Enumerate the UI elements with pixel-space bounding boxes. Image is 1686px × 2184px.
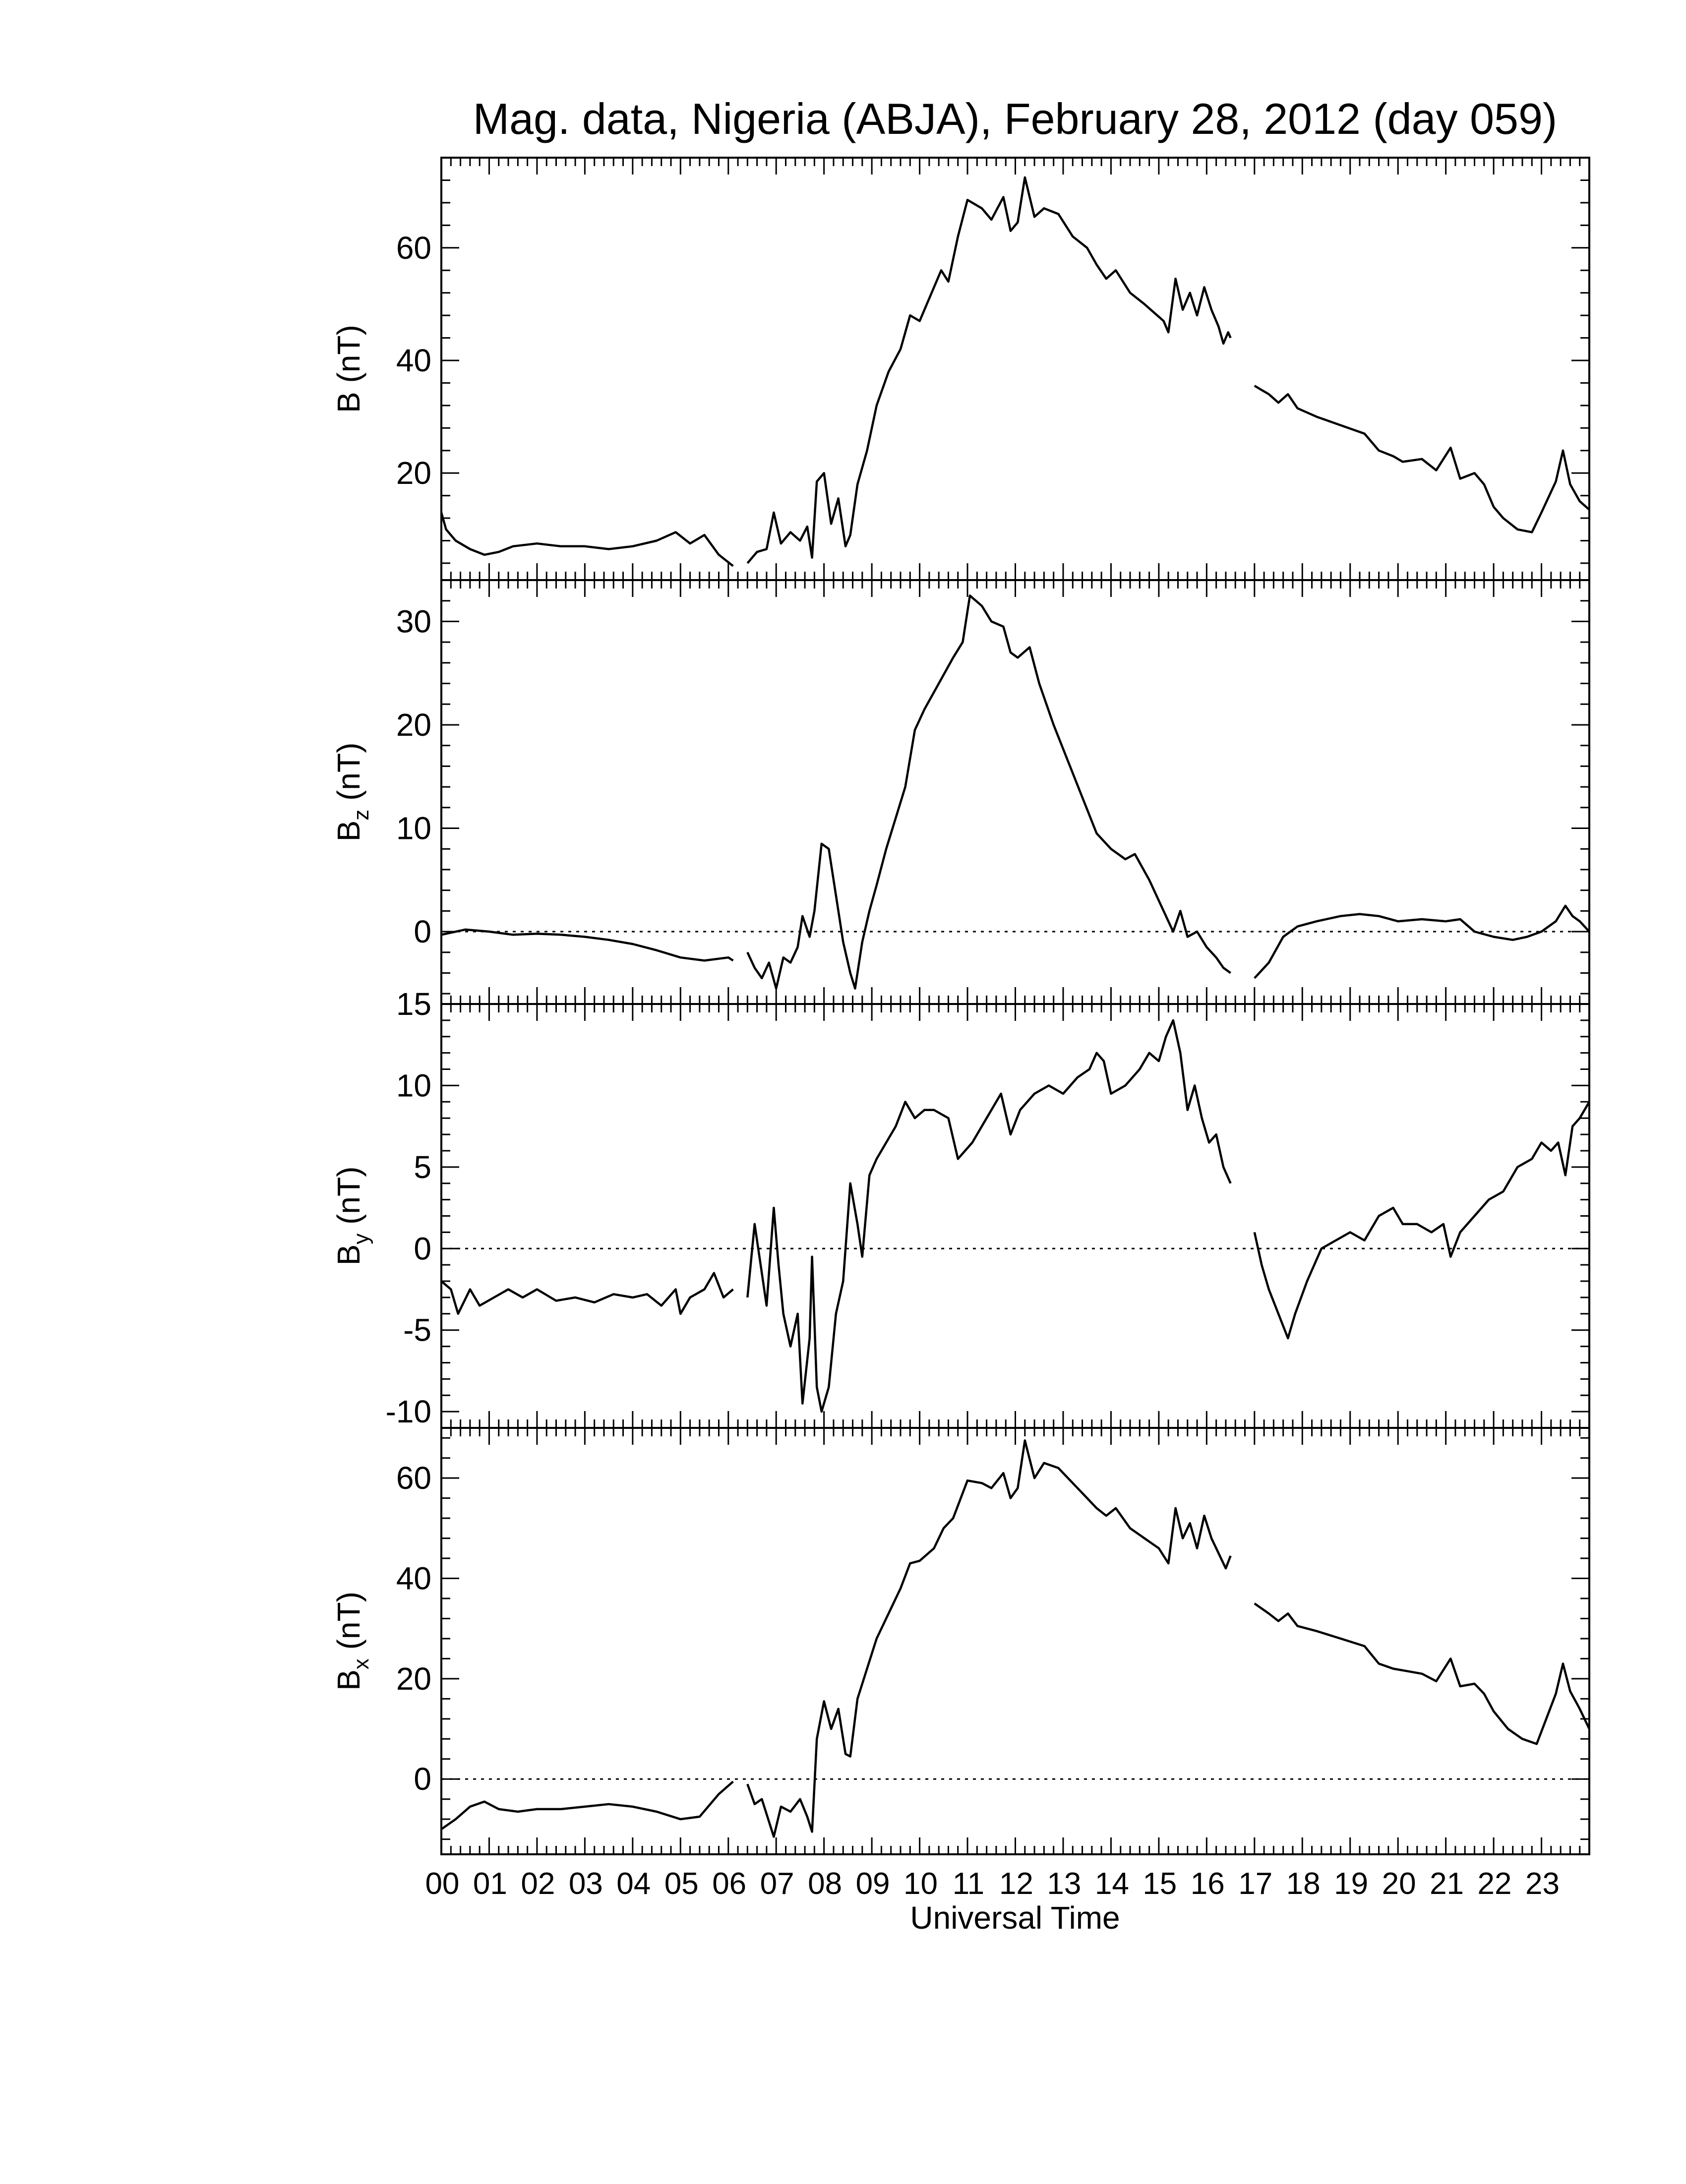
y-tick-label: 20 <box>396 455 431 491</box>
x-tick-label: 00 <box>425 1867 459 1901</box>
x-tick-label: 03 <box>569 1867 603 1901</box>
series-line-segment <box>1254 385 1590 533</box>
y-tick-label: 15 <box>396 986 431 1022</box>
series-line-segment <box>746 1439 1232 1838</box>
x-tick-label: 22 <box>1478 1867 1512 1901</box>
x-tick-label: 21 <box>1430 1867 1464 1901</box>
x-tick-label: 09 <box>856 1867 890 1901</box>
x-tick-label: 02 <box>521 1867 555 1901</box>
y-tick-label: -10 <box>386 1394 432 1429</box>
y-tick-label: 0 <box>414 914 431 949</box>
series-line-segment <box>440 1272 734 1315</box>
y-tick-label: 30 <box>396 603 431 639</box>
y-tick-label: 60 <box>396 1460 431 1496</box>
series-line-segment <box>746 176 1232 564</box>
y-tick-label: -5 <box>403 1312 431 1348</box>
x-tick-label: 04 <box>616 1867 651 1901</box>
x-tick-label: 12 <box>999 1867 1033 1901</box>
y-axis-label-unit: (nT) <box>331 1167 366 1234</box>
panel-frame <box>440 157 1590 581</box>
x-tick-label: 06 <box>712 1867 746 1901</box>
y-tick-label: 40 <box>396 343 431 378</box>
y-tick-label: 0 <box>414 1761 431 1797</box>
y-axis-label-main: B <box>331 821 366 842</box>
series-line-segment <box>1254 904 1590 979</box>
x-tick-label: 07 <box>760 1867 794 1901</box>
x-tick-label: 14 <box>1095 1867 1129 1901</box>
series-line-segment <box>441 928 734 962</box>
y-axis-label-main: B <box>331 392 366 413</box>
y-tick-label: 10 <box>396 1067 431 1103</box>
x-tick-label: 01 <box>473 1867 507 1901</box>
series-line-segment <box>746 1019 1232 1413</box>
series-line-segment <box>440 1780 734 1830</box>
x-tick-label: 08 <box>808 1867 842 1901</box>
y-tick-label: 20 <box>396 1661 431 1697</box>
x-tick-label: 16 <box>1191 1867 1225 1901</box>
y-tick-label: 0 <box>414 1231 431 1266</box>
y-tick-label: 10 <box>396 810 431 846</box>
y-axis-label-main: B <box>331 1244 366 1266</box>
y-axis-label-unit: (nT) <box>331 1592 366 1658</box>
x-tick-label: 10 <box>903 1867 938 1901</box>
y-axis-label: Bx (nT) <box>331 1592 373 1691</box>
x-axis-label: Universal Time <box>910 1900 1120 1936</box>
x-tick-label: 19 <box>1334 1867 1368 1901</box>
y-axis-label-subscript: z <box>349 810 373 821</box>
chart-title: Mag. data, Nigeria (ABJA), February 28, … <box>473 94 1557 143</box>
y-tick-label: 40 <box>396 1561 431 1596</box>
y-axis-label: Bz (nT) <box>331 743 373 842</box>
x-tick-label: 20 <box>1382 1867 1416 1901</box>
x-tick-label: 23 <box>1525 1867 1560 1901</box>
y-tick-label: 5 <box>414 1149 431 1185</box>
series-line-segment <box>746 594 1231 990</box>
y-axis-label-unit: (nT) <box>331 743 366 810</box>
panel-3: -10 -5 0 5 10 15 By (nT) <box>331 986 1590 1429</box>
y-axis-label: By (nT) <box>331 1167 373 1266</box>
x-tick-label: 05 <box>664 1867 699 1901</box>
x-tick-label: 11 <box>953 1867 984 1901</box>
x-tick-label: 17 <box>1238 1867 1272 1901</box>
y-tick-label: 60 <box>396 230 431 266</box>
y-axis-label-main: B <box>331 1669 366 1691</box>
x-tick-label: 18 <box>1286 1867 1321 1901</box>
y-axis-label: B (nT) <box>331 325 366 413</box>
y-axis-label-subscript: y <box>349 1234 373 1244</box>
panel-2: 0 10 20 30 Bz (nT) <box>331 579 1590 1005</box>
series-line-segment <box>1253 1101 1590 1340</box>
y-tick-label: 20 <box>396 707 431 743</box>
series-line-segment <box>440 512 734 567</box>
series-line-segment <box>1254 1602 1591 1745</box>
y-axis-label-subscript: x <box>349 1658 373 1669</box>
x-tick-label: 13 <box>1047 1867 1081 1901</box>
y-axis-label-unit: (nT) <box>331 325 366 392</box>
panel-1: 20 40 60 B (nT) <box>331 157 1590 581</box>
x-tick-label: 15 <box>1143 1867 1177 1901</box>
panel-frame <box>440 1003 1590 1429</box>
panel-4: 0 20 40 60 Bx (nT) 00 01 02 03 04 05 06 07 08 09 10 11 12… <box>331 1427 1591 1901</box>
